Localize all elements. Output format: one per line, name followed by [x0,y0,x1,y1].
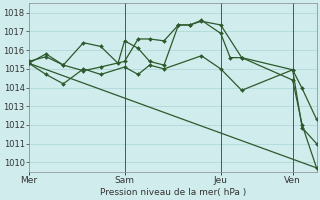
X-axis label: Pression niveau de la mer( hPa ): Pression niveau de la mer( hPa ) [100,188,246,197]
